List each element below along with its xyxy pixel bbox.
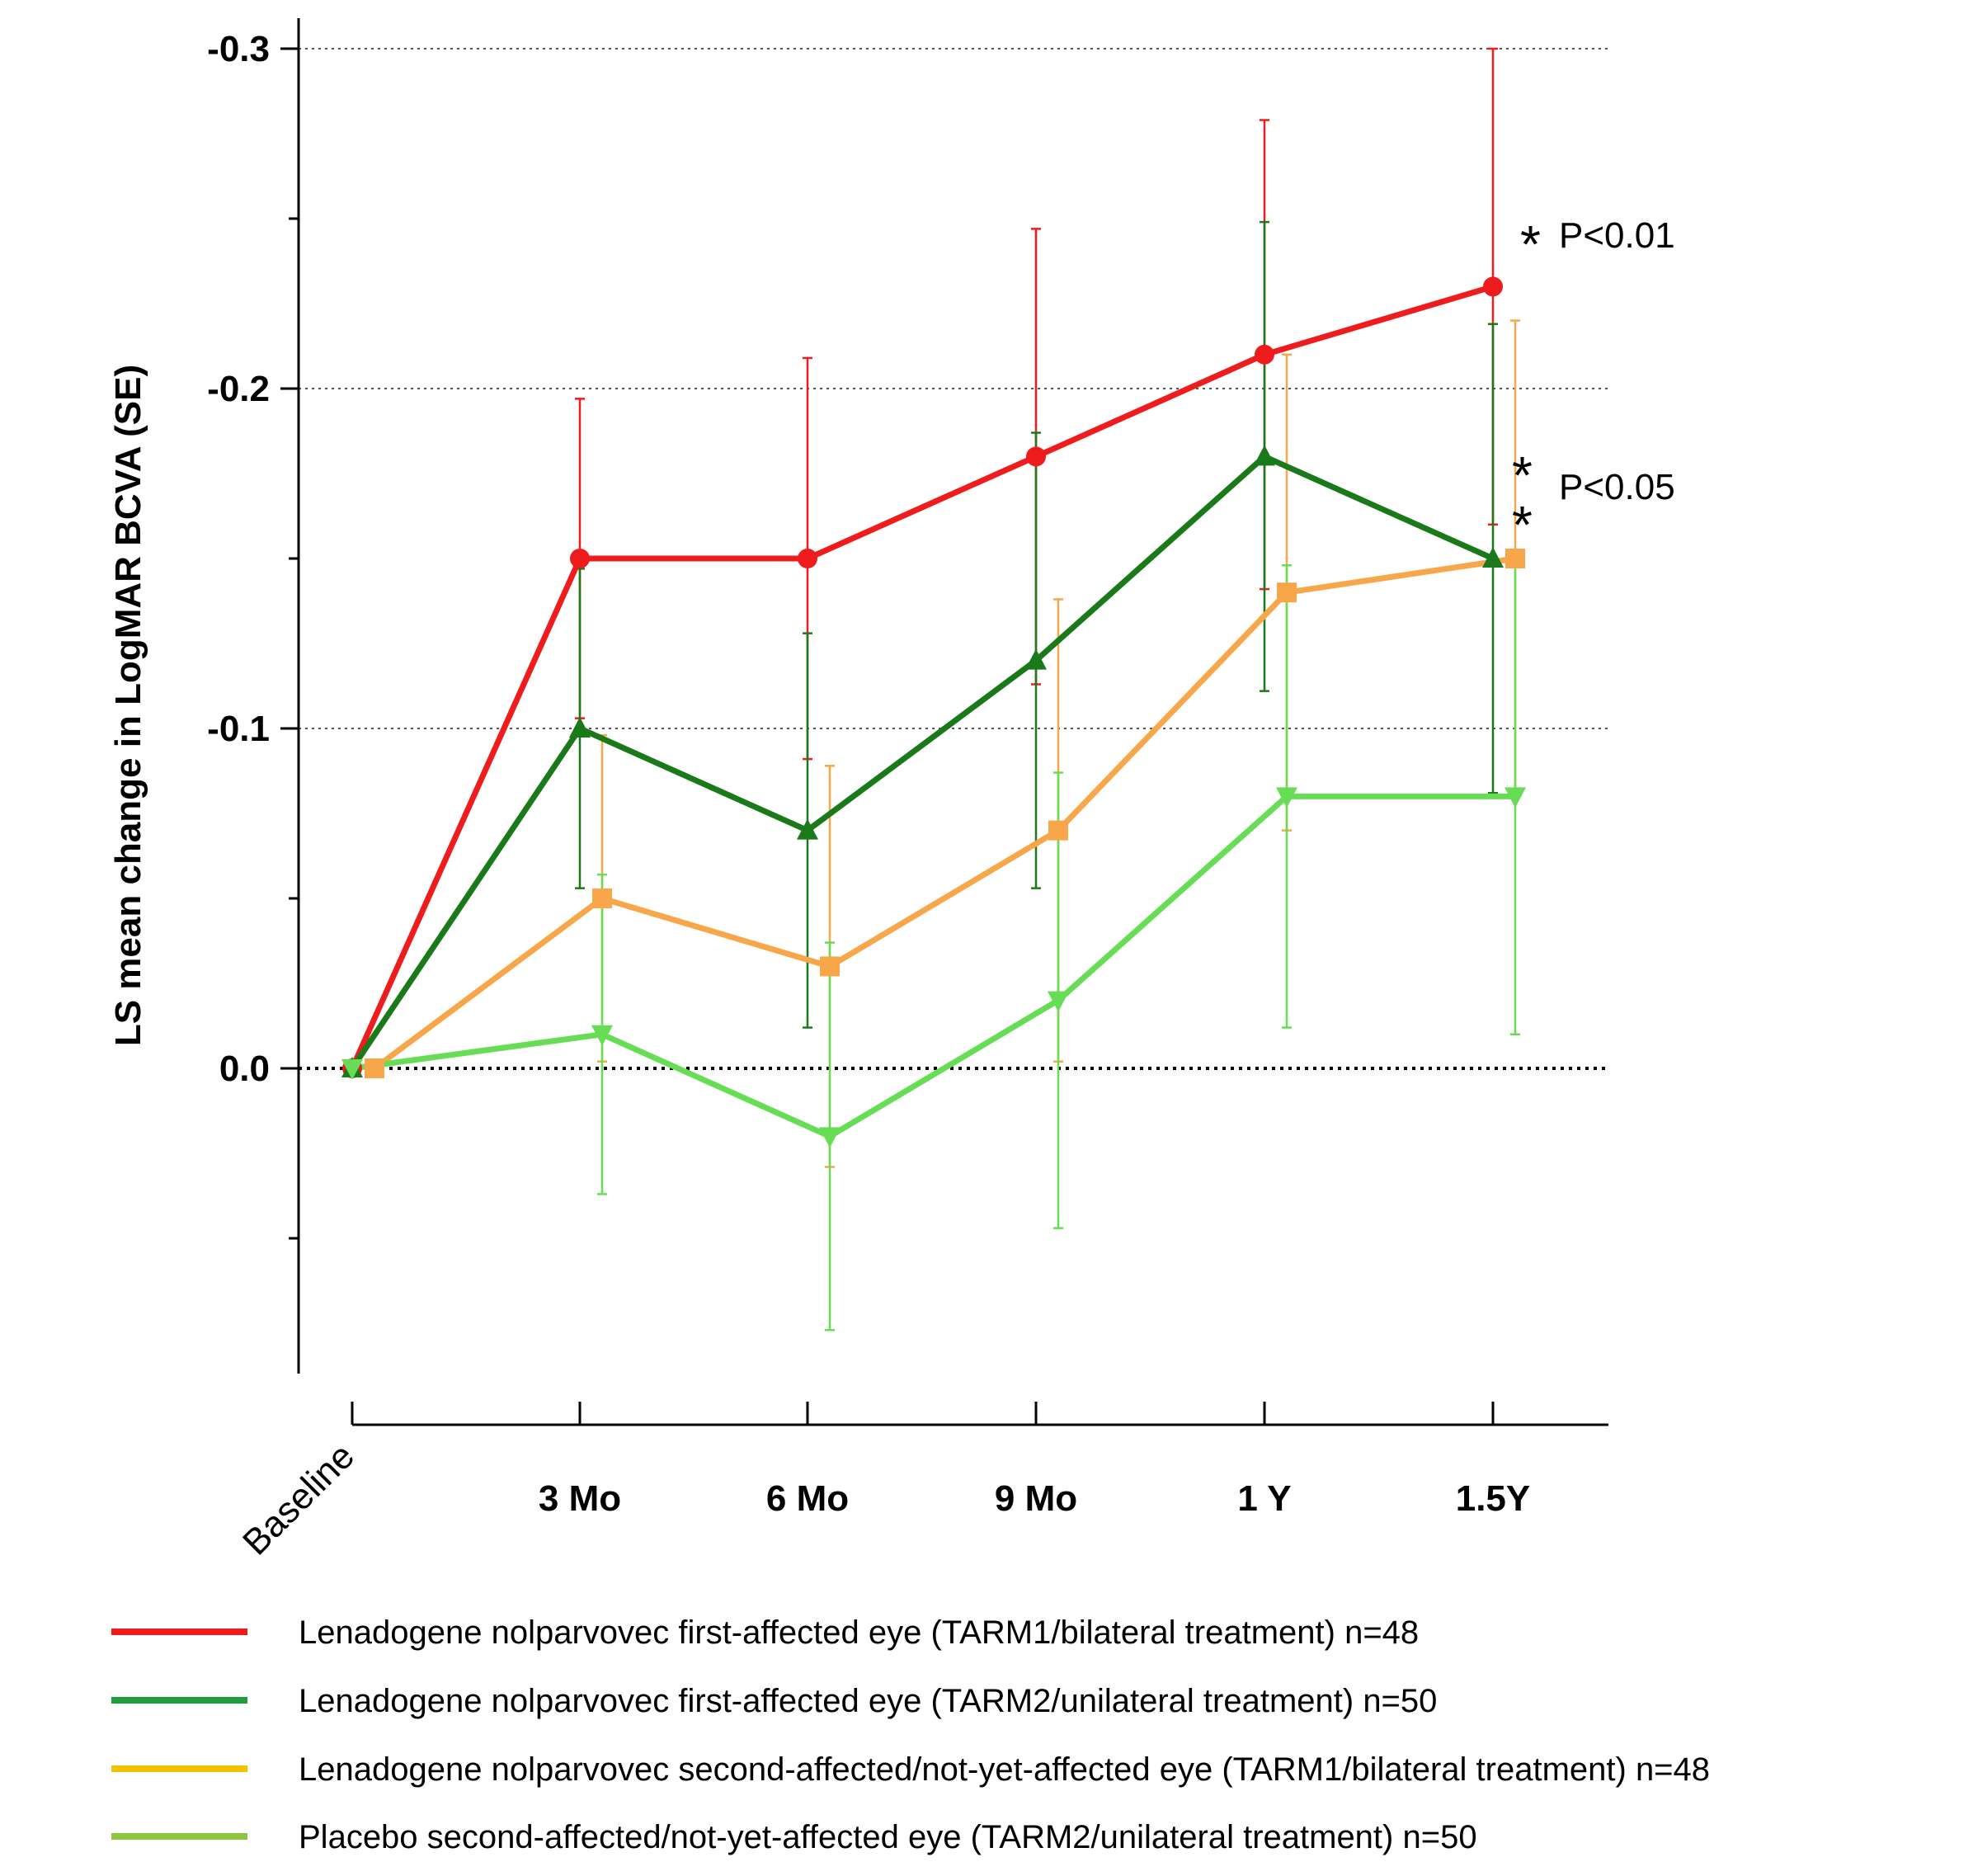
legend-label: Placebo second-affected/not-yet-affected… xyxy=(299,1819,1477,1855)
data-point xyxy=(569,717,591,738)
data-point xyxy=(1254,445,1275,466)
data-point xyxy=(1048,820,1068,841)
data-point xyxy=(591,1025,613,1046)
legend-label: Lenadogene nolparvovec first-affected ey… xyxy=(299,1614,1419,1651)
data-point xyxy=(1025,648,1047,670)
data-point xyxy=(1048,991,1069,1012)
data-point xyxy=(1504,787,1526,808)
legend: Lenadogene nolparvovec first-affected ey… xyxy=(111,1614,1710,1855)
markers-layer xyxy=(341,276,1526,1148)
series-line xyxy=(372,555,1516,1071)
significance-star: * xyxy=(1512,495,1533,554)
x-tick-label: 9 Mo xyxy=(995,1478,1077,1519)
legend-label: Lenadogene nolparvovec second-affected/n… xyxy=(299,1751,1710,1788)
y-tick-label: -0.2 xyxy=(207,369,270,409)
data-point xyxy=(819,1127,841,1148)
p-value-annotation: P<0.05 xyxy=(1559,467,1675,507)
data-point xyxy=(341,1059,363,1080)
x-tick-label: 6 Mo xyxy=(766,1478,849,1519)
data-point xyxy=(798,549,817,568)
data-point xyxy=(1276,787,1297,808)
series-lines-layer xyxy=(349,284,1516,1139)
x-tick-label: 1.5Y xyxy=(1456,1478,1531,1519)
data-point xyxy=(1255,344,1274,365)
significance-star: * xyxy=(1520,214,1541,274)
y-tick-label: -0.3 xyxy=(207,29,270,69)
series-line xyxy=(350,453,1495,1070)
data-point xyxy=(1277,582,1297,603)
x-tick-label: 3 Mo xyxy=(539,1478,621,1519)
series-line xyxy=(349,284,1494,1070)
data-point xyxy=(820,956,840,977)
y-tick-label: -0.1 xyxy=(207,709,270,749)
data-point xyxy=(1026,446,1046,467)
data-point xyxy=(1505,549,1525,568)
data-point xyxy=(1482,547,1504,568)
grid-layer xyxy=(299,48,1608,1070)
significance-star: * xyxy=(1512,445,1533,505)
x-tick-label: Baseline xyxy=(235,1435,362,1563)
error-bars-layer xyxy=(575,47,1520,1332)
series-line xyxy=(351,793,1515,1139)
x-axis: Baseline 3 Mo 6 Mo 9 Mo 1 Y 1.5Y xyxy=(235,1402,1608,1563)
data-point xyxy=(570,549,590,568)
annotations-layer: * P<0.01**P<0.05 xyxy=(1512,214,1675,554)
data-point xyxy=(1483,276,1503,297)
y-axis-title: LS mean change in LogMAR BCVA (SE) xyxy=(108,365,148,1046)
data-point xyxy=(592,889,612,908)
data-point xyxy=(365,1058,384,1078)
y-axis: 0.0 -0.1 -0.2 -0.3 xyxy=(207,18,300,1374)
p-value-annotation: P<0.01 xyxy=(1559,215,1675,256)
y-tick-label: 0.0 xyxy=(219,1049,270,1089)
data-point xyxy=(797,818,818,840)
x-tick-label: 1 Y xyxy=(1237,1478,1291,1519)
legend-label: Lenadogene nolparvovec first-affected ey… xyxy=(299,1683,1437,1719)
